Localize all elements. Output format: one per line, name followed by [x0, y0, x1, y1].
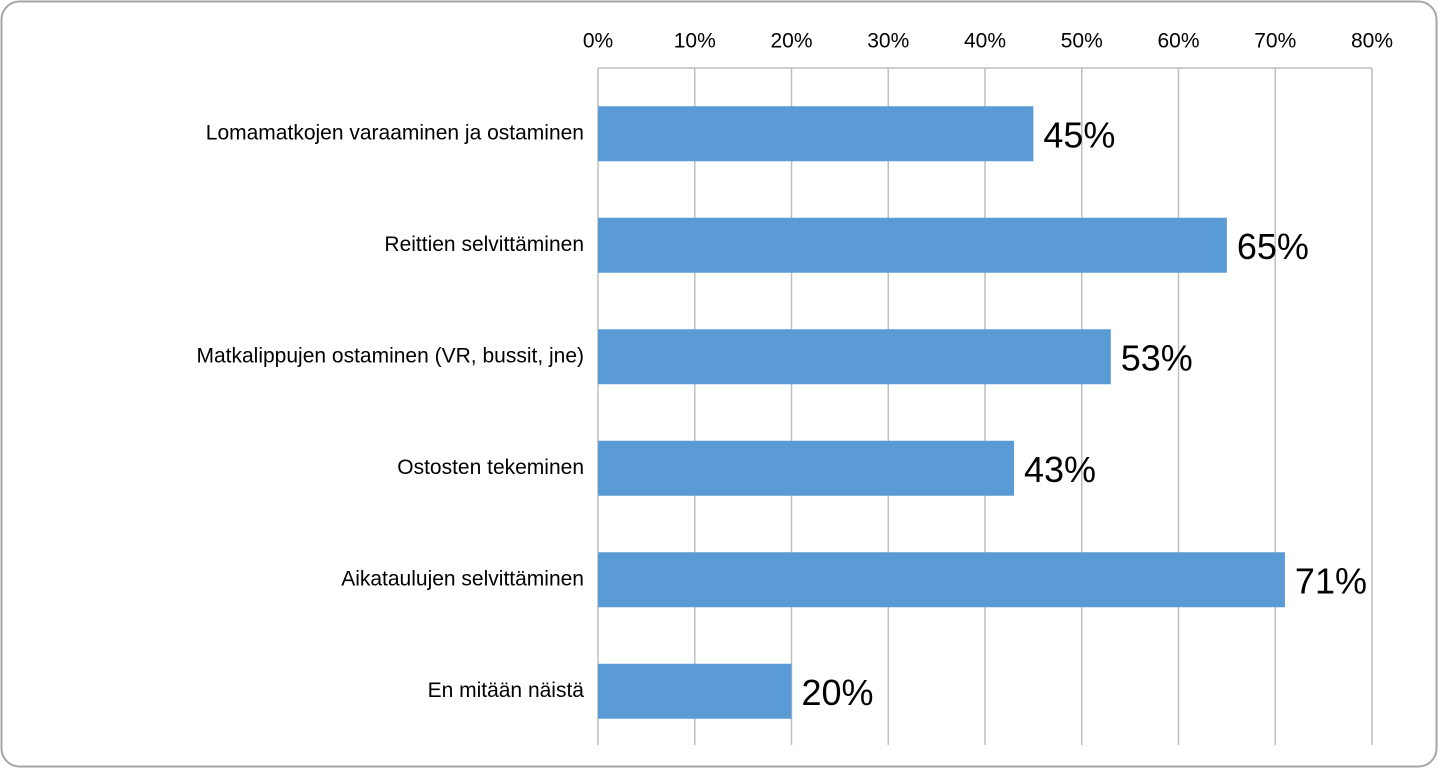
- bar: [598, 106, 1034, 162]
- y-tick-label: Reittien selvittäminen: [384, 233, 584, 256]
- x-tick-label: 30%: [867, 30, 909, 53]
- x-tick-label: 70%: [1254, 30, 1296, 53]
- data-label: 20%: [802, 672, 874, 713]
- bar: [598, 440, 1015, 496]
- data-label: 71%: [1295, 560, 1367, 601]
- data-label: 53%: [1121, 337, 1193, 378]
- bar: [598, 217, 1227, 273]
- data-label: 65%: [1237, 226, 1309, 267]
- y-tick-label: Aikataulujen selvittäminen: [341, 567, 584, 590]
- bar: [598, 552, 1285, 608]
- bar: [598, 329, 1111, 385]
- y-tick-label: Matkalippujen ostaminen (VR, bussit, jne…: [196, 344, 584, 367]
- y-tick-label: Ostosten tekeminen: [397, 456, 584, 479]
- x-tick-label: 60%: [1157, 30, 1199, 53]
- y-tick-label: Lomamatkojen varaaminen ja ostaminen: [206, 121, 584, 144]
- x-tick-label: 0%: [583, 30, 613, 53]
- bar: [598, 663, 792, 719]
- data-label: 43%: [1024, 449, 1096, 490]
- y-tick-label: En mitään näistä: [428, 679, 585, 702]
- x-tick-label: 10%: [674, 30, 716, 53]
- x-tick-label: 50%: [1061, 30, 1103, 53]
- x-tick-label: 80%: [1351, 30, 1393, 53]
- data-label: 45%: [1043, 114, 1115, 155]
- x-tick-label: 40%: [964, 30, 1006, 53]
- x-tick-label: 20%: [770, 30, 812, 53]
